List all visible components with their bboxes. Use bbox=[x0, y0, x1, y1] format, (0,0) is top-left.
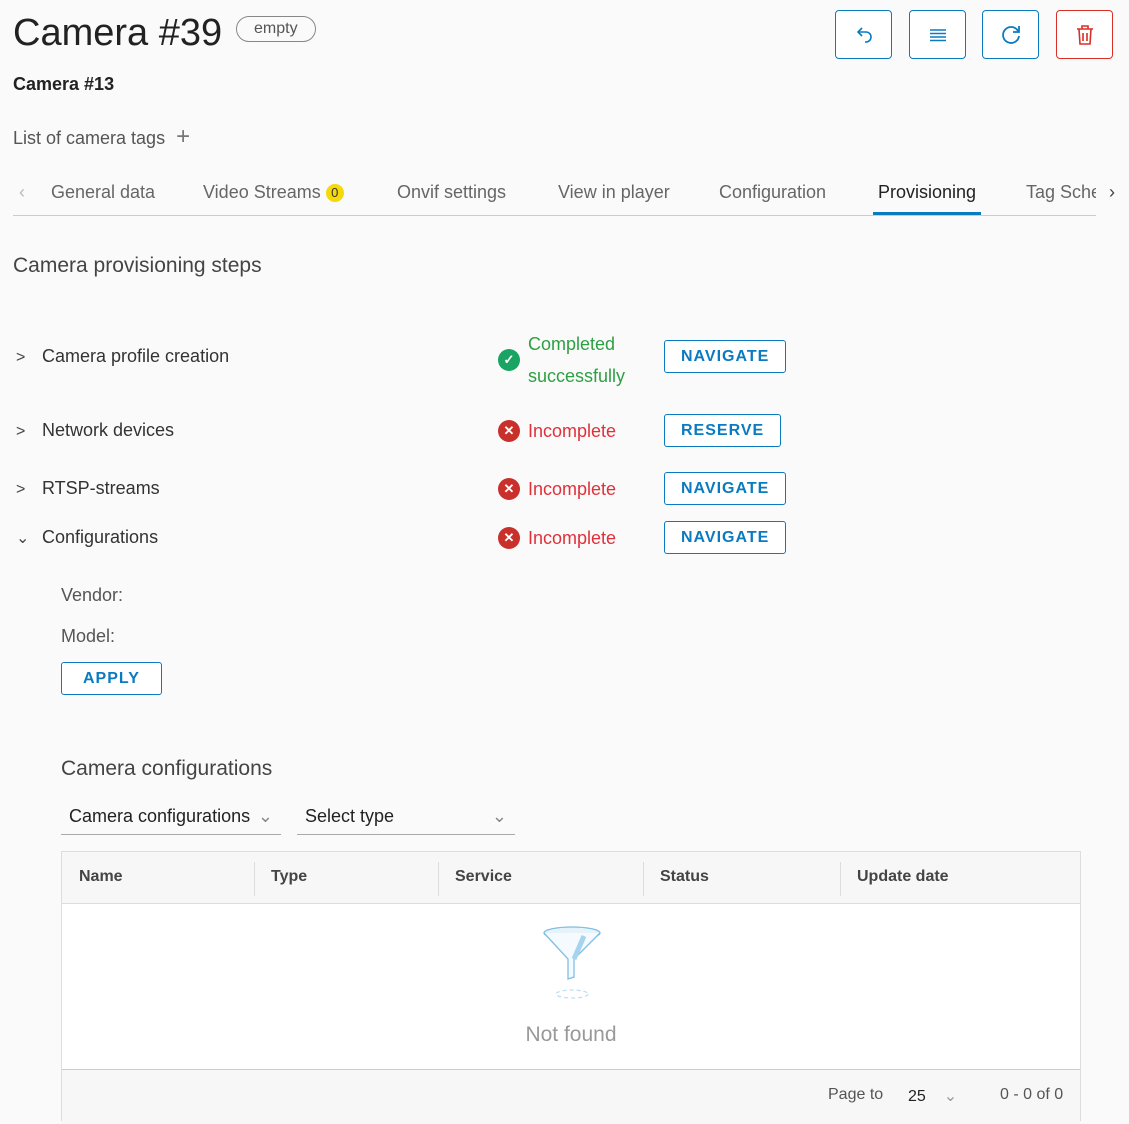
chevron-right-icon[interactable]: › bbox=[1109, 182, 1115, 202]
count-badge: 0 bbox=[325, 184, 344, 203]
camera-tags: List of camera tags + bbox=[13, 123, 190, 151]
step-camera-profile[interactable]: > Camera profile creation bbox=[16, 346, 229, 367]
step-status: ✕ Incomplete bbox=[498, 420, 616, 442]
funnel-icon bbox=[543, 926, 601, 999]
step-name: Configurations bbox=[42, 527, 159, 547]
refresh-button[interactable] bbox=[982, 10, 1039, 59]
navigate-button[interactable]: NAVIGATE bbox=[664, 340, 787, 373]
tab-configuration[interactable]: Configuration bbox=[719, 182, 827, 202]
error-circle-icon: ✕ bbox=[498, 527, 520, 549]
step-status: ✕ Incomplete bbox=[498, 478, 616, 500]
undo-button[interactable] bbox=[835, 10, 892, 59]
tab-video-streams[interactable]: Video Streams 0 bbox=[203, 182, 344, 203]
camera-configurations-title: Camera configurations bbox=[61, 757, 273, 780]
column-header[interactable]: Name bbox=[79, 868, 123, 885]
column-header[interactable]: Service bbox=[455, 868, 512, 885]
column-header[interactable]: Status bbox=[660, 868, 709, 885]
column-header[interactable]: Update date bbox=[857, 868, 949, 885]
page-to-label: Page to bbox=[828, 1086, 884, 1103]
list-icon bbox=[929, 28, 946, 41]
navigate-button[interactable]: NAVIGATE bbox=[664, 472, 787, 505]
page-title: Camera #39 bbox=[13, 12, 223, 54]
tab-label: Video Streams bbox=[203, 182, 321, 202]
undo-icon bbox=[856, 26, 872, 43]
error-circle-icon: ✕ bbox=[498, 420, 520, 442]
status-text: Incomplete bbox=[528, 420, 617, 441]
tab-general-data[interactable]: General data bbox=[51, 182, 156, 202]
chevron-down-icon: ⌄ bbox=[943, 1088, 958, 1105]
chevron-down-icon: ⌄ bbox=[257, 806, 273, 826]
status-badge: empty bbox=[236, 16, 316, 42]
navigate-button[interactable]: NAVIGATE bbox=[664, 521, 787, 554]
page-range: 0 - 0 of 0 bbox=[1000, 1086, 1064, 1103]
empty-message: Not found bbox=[525, 1023, 617, 1046]
delete-icon bbox=[1076, 24, 1093, 45]
column-header[interactable]: Type bbox=[271, 868, 308, 885]
chevron-down-icon: ⌄ bbox=[491, 806, 507, 826]
vendor-label: Vendor: bbox=[61, 585, 124, 605]
delete-button[interactable] bbox=[1056, 10, 1113, 59]
configurations-table: Name Type Service Status Update date Not… bbox=[61, 851, 1081, 1124]
tab-view-in-player[interactable]: View in player bbox=[558, 182, 670, 202]
refresh-icon bbox=[1001, 25, 1020, 44]
model-label: Model: bbox=[61, 626, 116, 646]
step-status: ✓ Completed successfully bbox=[498, 328, 625, 392]
tab-bar: ‹ General data Video Streams 0 Onvif set… bbox=[13, 170, 1115, 216]
type-select[interactable]: Select type ⌄ bbox=[297, 802, 515, 835]
page-size-select[interactable]: 25 ⌄ bbox=[908, 1086, 957, 1106]
chevron-right-icon: > bbox=[16, 481, 26, 498]
table-header: Name Type Service Status Update date bbox=[62, 852, 1080, 904]
section-title: Camera provisioning steps bbox=[13, 254, 262, 277]
tab-provisioning[interactable]: Provisioning bbox=[873, 182, 982, 215]
select-value: Camera configurations bbox=[69, 806, 251, 826]
select-value: Select type bbox=[305, 806, 395, 826]
chevron-right-icon: > bbox=[16, 349, 26, 366]
step-name: Network devices bbox=[42, 420, 175, 440]
step-rtsp-streams[interactable]: > RTSP-streams bbox=[16, 478, 160, 499]
page-size-value: 25 bbox=[908, 1088, 926, 1105]
tab-tag-schedule[interactable]: Tag Sche bbox=[1026, 182, 1096, 202]
list-button[interactable] bbox=[909, 10, 966, 59]
error-circle-icon: ✕ bbox=[498, 478, 520, 500]
status-text: Incomplete bbox=[528, 527, 617, 548]
pagination: Page to 25 ⌄ 0 - 0 of 0 bbox=[62, 1069, 1080, 1124]
status-text: Incomplete bbox=[528, 478, 617, 499]
step-status: ✕ Incomplete bbox=[498, 527, 616, 549]
step-configurations[interactable]: ⌄ Configurations bbox=[16, 527, 158, 548]
check-circle-icon: ✓ bbox=[498, 349, 520, 371]
plus-icon[interactable]: + bbox=[176, 123, 191, 150]
reserve-button[interactable]: RESERVE bbox=[664, 414, 782, 447]
chevron-right-icon: > bbox=[16, 423, 26, 440]
tab-onvif-settings[interactable]: Onvif settings bbox=[397, 182, 507, 202]
page-subtitle: Camera #13 bbox=[13, 74, 115, 94]
configurations-select[interactable]: Camera configurations ⌄ bbox=[61, 802, 281, 835]
step-name: Camera profile creation bbox=[42, 346, 230, 366]
step-name: RTSP-streams bbox=[42, 478, 160, 498]
chevron-left-icon[interactable]: ‹ bbox=[19, 182, 25, 202]
status-text: Completed successfully bbox=[528, 334, 626, 386]
tags-label: List of camera tags bbox=[13, 128, 166, 148]
apply-button[interactable]: APPLY bbox=[61, 662, 162, 695]
chevron-down-icon: ⌄ bbox=[16, 530, 30, 547]
step-network-devices[interactable]: > Network devices bbox=[16, 420, 174, 441]
